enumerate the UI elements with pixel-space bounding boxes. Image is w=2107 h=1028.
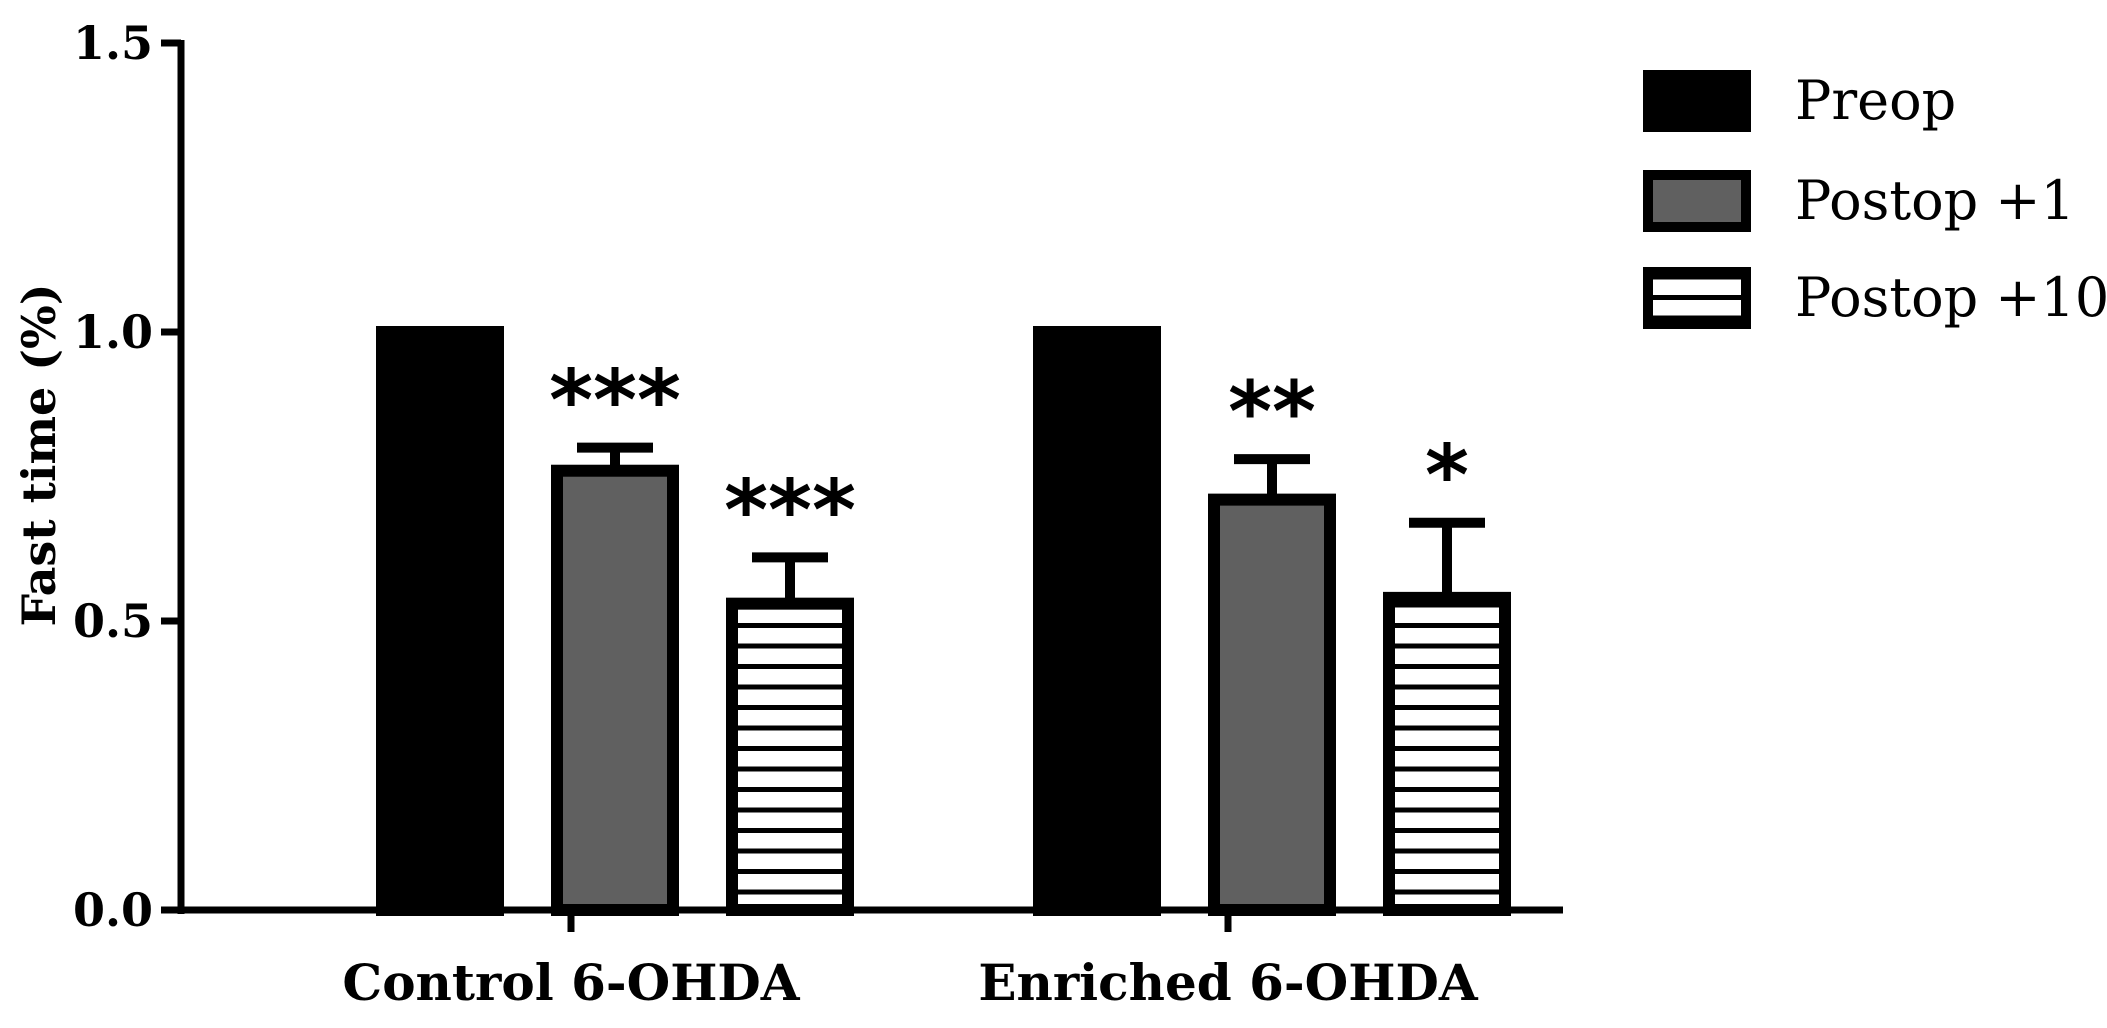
y-tick-label: 1.0 <box>73 305 153 359</box>
bar-1-2 <box>551 464 679 916</box>
axes-layer: 0.0 0.5 1.0 1.5 Control 6-OHDA Enriched 6-OHD… <box>73 16 1563 1012</box>
significance-mark-1-3: *** <box>724 461 856 559</box>
legend-label-3: Postop +10 <box>1795 266 2107 329</box>
bar-2-1 <box>1033 326 1161 916</box>
legend-swatch-1 <box>1643 70 1751 132</box>
x-category-label: Control 6-OHDA <box>342 953 800 1012</box>
legend-swatch-3 <box>1643 267 1751 329</box>
x-category-label: Enriched 6-OHDA <box>978 953 1478 1012</box>
bars-layer: ********* <box>376 326 1511 916</box>
significance-mark-2-3: * <box>1425 427 1469 525</box>
legend-label-2: Postop +1 <box>1795 169 2075 232</box>
bar-2-2 <box>1208 493 1336 916</box>
y-tick-label: 0.0 <box>73 883 153 937</box>
significance-mark-1-2: *** <box>549 352 681 450</box>
legend-label-1: Preop <box>1795 69 1956 132</box>
bar-1-1 <box>376 326 504 916</box>
bar-2-3 <box>1383 591 1511 916</box>
y-tick-label: 0.5 <box>73 594 153 648</box>
y-axis-title: Fast time (%) <box>12 283 66 626</box>
legend-swatch-2 <box>1643 170 1751 232</box>
significance-mark-2-2: ** <box>1228 363 1316 461</box>
legend: Preop Postop +1 Postop +10 <box>1643 69 2107 329</box>
bar-1-3 <box>726 597 854 916</box>
y-tick-label: 1.5 <box>73 16 153 70</box>
